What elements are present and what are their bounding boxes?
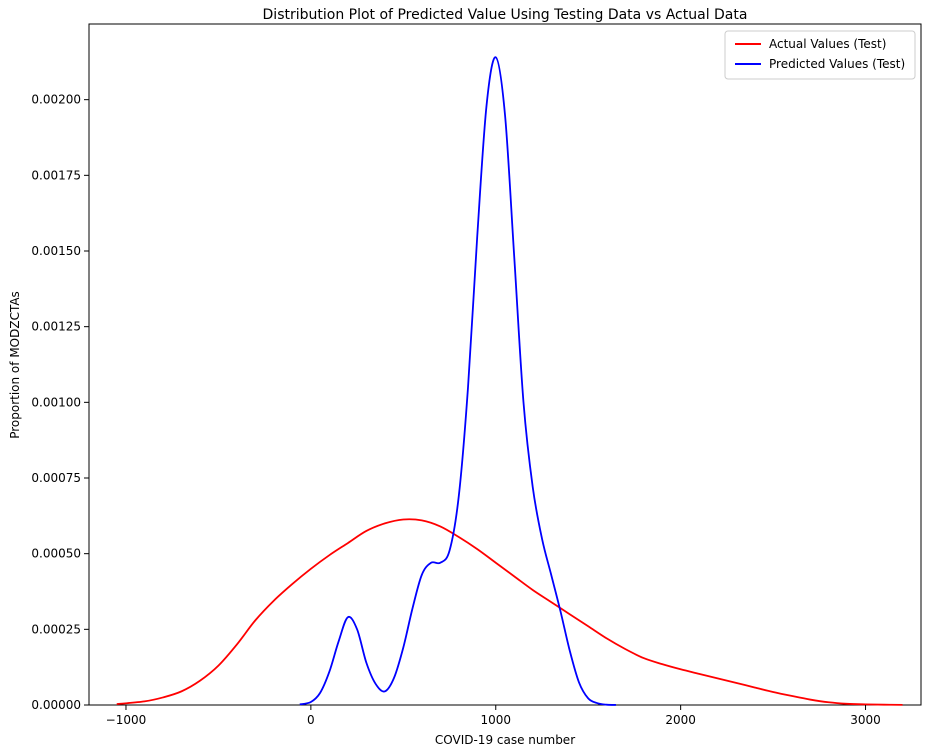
y-tick-label: 0.00150 xyxy=(31,244,81,258)
series-layer xyxy=(116,56,903,706)
y-tick-label: 0.00025 xyxy=(31,622,81,636)
y-tick-label: 0.00125 xyxy=(31,320,81,334)
x-tick-label: 0 xyxy=(307,713,315,727)
chart-title: Distribution Plot of Predicted Value Usi… xyxy=(263,7,748,23)
y-tick-label: 0.00200 xyxy=(31,93,81,107)
series-line-predicted xyxy=(299,56,616,706)
legend-label-actual: Actual Values (Test) xyxy=(769,37,886,51)
x-tick-label: 3000 xyxy=(850,713,881,727)
series-line-actual xyxy=(116,518,903,706)
y-tick-label: 0.00050 xyxy=(31,547,81,561)
y-tick-label: 0.00075 xyxy=(31,471,81,485)
y-axis-ticks: 0.00000 0.00025 0.00050 0.00075 0.00100 0.001… xyxy=(31,93,89,712)
legend-label-predicted: Predicted Values (Test) xyxy=(769,57,905,71)
legend: Actual Values (Test) Predicted Values (T… xyxy=(724,30,916,80)
plot-area xyxy=(88,23,922,706)
x-tick-label: 1000 xyxy=(480,713,511,727)
y-tick-label: 0.00175 xyxy=(31,168,81,182)
legend-box xyxy=(724,30,916,80)
y-tick-label: 0.00000 xyxy=(31,698,81,712)
x-axis-ticks: −1000 0 1000 2000 3000 xyxy=(106,705,881,727)
y-tick-label: 0.00100 xyxy=(31,395,81,409)
x-axis-label: COVID-19 case number xyxy=(435,733,575,747)
plot-frame xyxy=(88,23,922,706)
y-axis-label: Proportion of MODZCTAs xyxy=(8,291,22,439)
x-tick-label: 2000 xyxy=(665,713,696,727)
x-tick-label: −1000 xyxy=(106,713,147,727)
